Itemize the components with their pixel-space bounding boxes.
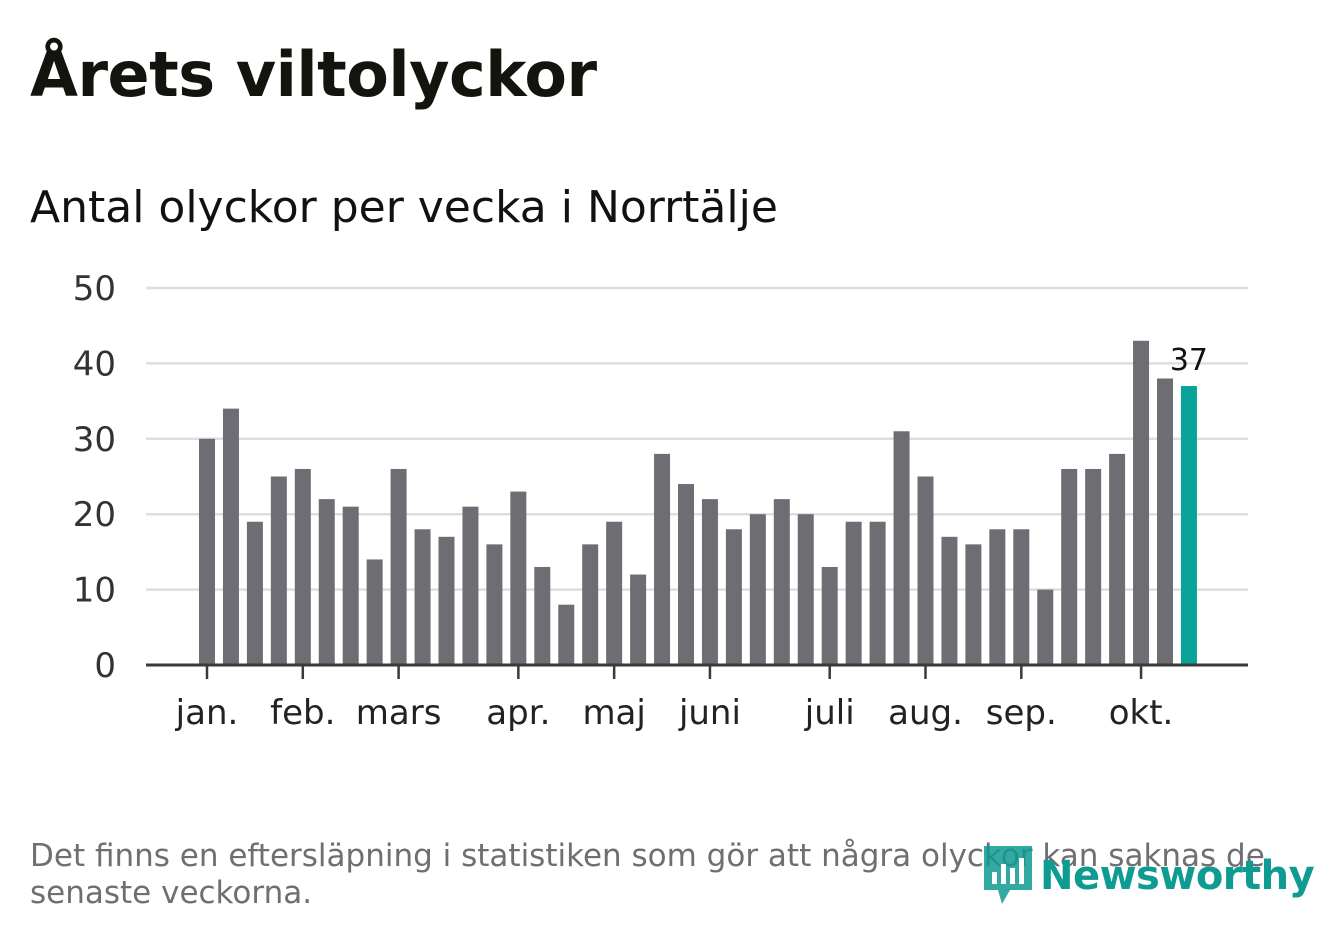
bar	[1061, 468, 1078, 665]
bar	[199, 438, 215, 665]
bar	[246, 521, 263, 665]
bars	[199, 340, 1197, 665]
bar	[510, 491, 527, 665]
bar	[462, 506, 479, 665]
chart-subtitle: Antal olyckor per vecka i Norrtälje	[30, 182, 778, 233]
y-tick-label: 40	[73, 344, 116, 384]
y-axis-ticks: 0 10 20 30 40 50	[73, 269, 116, 686]
x-tick-label: aug.	[888, 693, 963, 733]
bar	[1109, 453, 1126, 665]
bar	[270, 476, 287, 665]
bar	[414, 529, 431, 665]
bar	[222, 408, 239, 665]
bar	[845, 521, 862, 665]
bar	[1013, 529, 1030, 665]
bar	[342, 506, 359, 665]
bar	[1157, 378, 1173, 665]
bar	[1133, 340, 1150, 665]
y-tick-label: 30	[73, 420, 116, 460]
bar	[941, 536, 958, 665]
x-tick-label: mars	[356, 693, 442, 733]
chart-title: Årets viltolyckor	[30, 38, 597, 111]
bar	[773, 499, 790, 665]
bar	[294, 468, 311, 665]
x-axis: jan. feb. mars apr. maj juni juli aug. sep. okt.	[146, 663, 1248, 733]
brand-logo: Newsworthy	[980, 842, 1315, 910]
bar	[606, 521, 623, 665]
bar	[558, 604, 575, 665]
x-tick-label: okt.	[1109, 693, 1174, 733]
bar	[630, 574, 647, 665]
x-tick-label: maj	[582, 693, 645, 733]
bar	[654, 453, 671, 665]
bar	[534, 566, 551, 665]
bar	[821, 566, 838, 665]
bar	[797, 514, 814, 665]
bar	[725, 529, 742, 665]
bar	[366, 559, 383, 665]
bar	[701, 499, 718, 665]
bar	[965, 544, 982, 665]
bar-chart: 0 10 20 30 40 50 jan. feb. mars apr. maj juni juli a…	[73, 269, 1248, 733]
bar	[486, 544, 503, 665]
x-tick-label: apr.	[486, 693, 550, 733]
brand-name: Newsworthy	[1040, 853, 1315, 899]
bar	[1085, 468, 1102, 665]
bar	[989, 529, 1006, 665]
bar	[917, 476, 934, 665]
y-tick-label: 0	[94, 646, 116, 686]
newsworthy-logo-icon	[984, 846, 1032, 904]
y-tick-label: 20	[73, 495, 116, 535]
bar	[1180, 386, 1197, 665]
data-labels: 37	[1170, 343, 1208, 378]
x-tick-label: sep.	[986, 693, 1057, 733]
bar	[582, 544, 599, 665]
bar	[318, 499, 335, 665]
bar	[678, 484, 694, 665]
y-tick-label: 10	[73, 571, 116, 611]
data-label: 37	[1170, 343, 1208, 378]
bar	[390, 468, 407, 665]
x-tick-label: juni	[678, 693, 741, 733]
bar	[893, 431, 910, 665]
gridlines	[146, 286, 1248, 591]
x-tick-label: juli	[804, 693, 855, 733]
x-tick-label: feb.	[270, 693, 335, 733]
bar	[1037, 589, 1054, 665]
footnote: Det finns en eftersläpning i statistiken…	[30, 838, 1265, 911]
bar	[749, 514, 766, 665]
x-tick-label: jan.	[175, 693, 239, 733]
bar	[869, 521, 886, 665]
y-tick-label: 50	[73, 269, 116, 309]
bar	[438, 536, 455, 665]
